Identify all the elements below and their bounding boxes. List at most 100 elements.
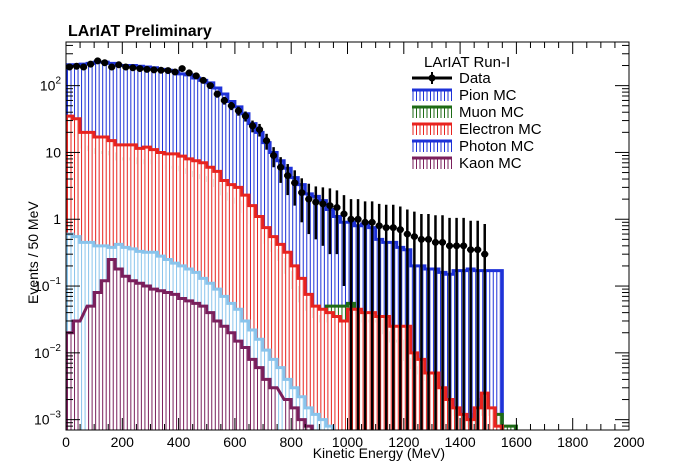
legend-label: Photon MC [459,138,534,155]
data-point [213,90,221,98]
data-point [185,69,193,77]
data-point [66,63,74,71]
data-point [136,65,144,73]
data-point [101,59,109,67]
data-point [284,164,292,196]
data-point [241,111,249,122]
y-tick-label: 10 [45,144,61,160]
data-point [340,195,348,287]
kaon-mc-bin [206,312,214,430]
y-tick-label: 102 [40,76,62,94]
electron-mc-bin [488,407,496,430]
data-point [396,206,404,430]
legend-entry-electron-mc: Electron MC [412,121,542,138]
x-tick-label: 800 [280,434,304,450]
data-point [122,63,130,71]
kaon-mc-bin [199,306,207,430]
kaon-mc-bin [73,320,81,430]
data-point [178,65,186,73]
x-tick-label: 400 [167,434,191,450]
data-point [375,203,383,430]
kaon-mc-bin [150,289,158,430]
kaon-mc-bin [227,332,235,430]
kaon-mc-bin [143,286,151,430]
data-point [298,178,306,223]
data-point [192,72,200,80]
data-point [256,123,264,137]
data-point [277,157,285,183]
kaon-mc-bin [270,387,278,430]
y-tick-label: 1 [53,211,61,227]
data-point [467,220,475,430]
data-point [312,186,320,240]
data-point [347,199,355,430]
legend-label: Kaon MC [459,155,522,172]
data-point [389,204,397,430]
data-point [354,199,362,430]
x-tick-label: 2000 [613,434,644,450]
data-point [474,220,482,430]
legend-entry-muon-mc: Muon MC [412,104,524,121]
electron-mc-outline [66,114,504,430]
kaon-mc-bin [213,320,221,430]
data-point [424,213,432,430]
x-tick-label: 0 [62,434,70,450]
legend-label: Pion MC [459,87,517,104]
kaon-mc-bin [220,326,228,430]
data-point [361,201,369,430]
data-point [481,223,489,430]
data-point [206,82,214,90]
data-point [115,61,123,69]
legend-label: Muon MC [459,104,524,121]
kaon-mc-histogram [66,257,314,430]
data-point [263,133,271,150]
electron-mc-bin [326,312,334,430]
kaon-mc-bin [115,268,123,430]
x-tick-label: 1800 [557,434,588,450]
data-point [417,213,425,430]
data-point [382,204,390,430]
kaon-mc-outline [66,257,314,430]
data-point [220,96,228,105]
x-tick-label: 1400 [445,434,476,450]
data-point [410,211,418,430]
legend-entry-pion-mc: Pion MC [412,87,517,104]
electron-mc-bin [319,309,327,430]
kaon-mc-bin [171,294,179,430]
kaon-mc-bin [157,290,165,430]
data-point [431,215,439,430]
data-point [80,63,88,71]
x-tick-label: 1000 [332,434,363,450]
kaon-mc-bin [291,407,299,430]
data-point [234,106,242,116]
data-point [403,209,411,430]
kaon-mc-bin [101,280,109,430]
x-axis-label: Kinetic Energy (MeV) [313,445,445,461]
kaon-mc-bin [164,292,172,430]
legend-entry-kaon-mc: Kaon MC [412,155,522,172]
kaon-mc-bin [256,367,264,430]
data-point [446,217,454,430]
data-point [291,170,299,206]
x-tick-label: 1200 [388,434,419,450]
data-point [199,76,207,84]
electron-mc-bin [333,316,341,430]
kaon-mc-bin [248,359,257,430]
kaon-mc-bin [87,306,95,430]
chart-title: LArIAT Preliminary [68,23,212,40]
photon-mc-outline [66,232,335,430]
data-point [270,147,278,168]
kaon-mc-bin [178,298,186,430]
data-point [305,183,313,235]
kaon-mc-bin [284,399,292,430]
kaon-mc-bin [129,280,137,430]
data-point [73,62,81,70]
legend-label: Electron MC [459,121,542,138]
data-point [368,201,376,430]
kaon-mc-bin [94,292,102,430]
data-point [227,101,235,111]
legend-title: LArIAT Run-I [424,54,510,71]
kaon-mc-bin [298,419,306,430]
